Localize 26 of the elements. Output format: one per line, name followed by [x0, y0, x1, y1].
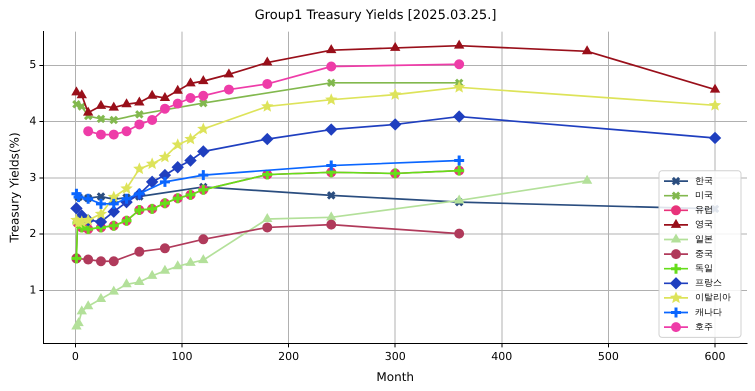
legend-label: 중국	[695, 249, 713, 260]
legend-label: 한국	[695, 176, 713, 186]
x-tick-label: 300	[384, 350, 406, 363]
chart-title: Group1 Treasury Yields [2025.03.25.]	[254, 8, 496, 24]
x-tick-label: 500	[598, 350, 619, 363]
y-tick-label: 2	[29, 227, 36, 240]
x-tick-label: 200	[278, 350, 300, 363]
legend-label: 영국	[695, 220, 713, 230]
legend-label: 유럽	[695, 206, 713, 216]
y-tick-label: 5	[29, 58, 36, 72]
legend-label: 일본	[695, 234, 713, 245]
x-axis-title: Month	[376, 370, 414, 384]
x-tick-label: 600	[704, 350, 726, 363]
legend-label: 독일	[695, 264, 713, 274]
legend-label: 이탈리아	[695, 293, 731, 304]
legend-label: 프랑스	[695, 278, 722, 289]
y-tick-label: 4	[29, 114, 36, 128]
y-tick-label: 1	[29, 283, 36, 296]
x-tick-label: 0	[72, 350, 79, 363]
y-axis-title: Treasury Yields(%)	[7, 132, 22, 244]
y-tick-label: 3	[29, 170, 36, 184]
x-tick-label: 400	[491, 350, 512, 363]
legend-label: 캐나다	[695, 308, 722, 318]
legend-label: 미국	[695, 191, 713, 202]
legend-label: 호주	[695, 322, 713, 332]
x-tick-label: 100	[171, 350, 192, 363]
